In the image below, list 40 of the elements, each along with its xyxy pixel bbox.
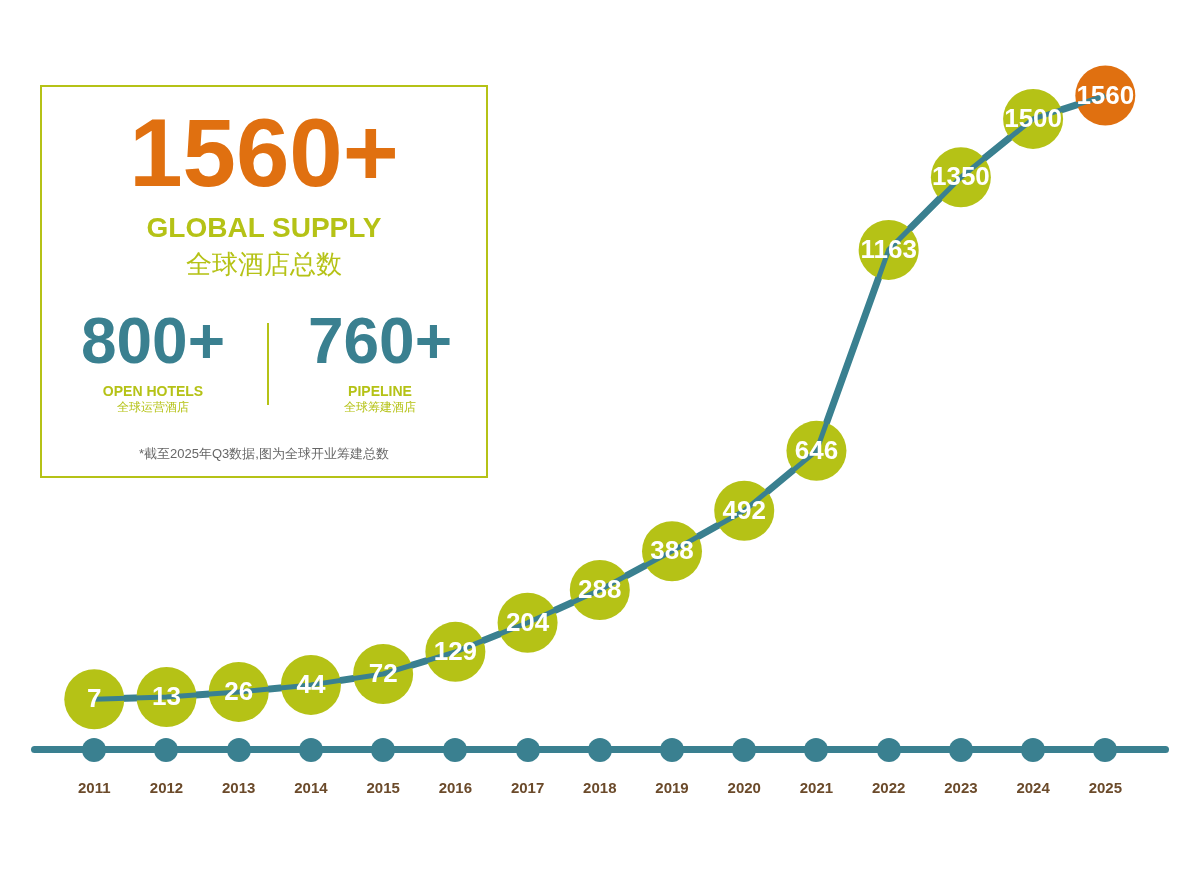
data-label: 1350 (931, 161, 990, 192)
annotation: *截至2025年Q3数据,图为全球开业筹建总数 (138, 445, 390, 463)
data-label: 129 (433, 636, 478, 667)
annotation: 800+ (79, 305, 227, 377)
x-tick-label: 2024 (1016, 779, 1051, 797)
data-label: 646 (794, 435, 839, 466)
x-tick-label: 2017 (510, 779, 545, 797)
x-tick-label: 2012 (149, 779, 184, 797)
data-label: 288 (578, 574, 622, 605)
annotation: 全球筹建酒店 (343, 399, 417, 416)
x-tick-label: 2016 (438, 779, 473, 797)
x-tick-label: 2025 (1088, 779, 1122, 797)
data-label: 1163 (860, 234, 917, 265)
annotation: 全球酒店总数 (185, 248, 343, 281)
x-tick-label: 2022 (871, 779, 906, 797)
data-label: 492 (722, 494, 766, 525)
data-label: 7 (87, 683, 102, 714)
data-label: 13 (152, 681, 181, 712)
x-tick-label: 2020 (727, 779, 761, 797)
data-label: 72 (368, 658, 398, 689)
data-label: 44 (296, 669, 326, 700)
data-label: 1500 (1004, 103, 1063, 134)
annotation: OPEN HOTELS (101, 383, 205, 399)
annotation: 760+ (306, 305, 454, 377)
annotation: 1560+ (128, 99, 400, 206)
annotation: 全球运营酒店 (116, 399, 190, 416)
data-label: 388 (650, 535, 694, 566)
data-label: 1560 (1076, 79, 1135, 110)
data-label: 26 (224, 676, 254, 707)
x-tick-label: 2011 (78, 779, 111, 797)
annotation: GLOBAL SUPPLY (145, 212, 383, 244)
x-tick-label: 2018 (583, 779, 617, 797)
x-tick-label: 2021 (799, 779, 834, 797)
data-label: 204 (505, 606, 550, 637)
annotation: PIPELINE (347, 383, 413, 399)
x-tick-label: 2013 (222, 779, 256, 797)
x-tick-label: 2015 (366, 779, 400, 797)
x-tick-label: 2019 (655, 779, 689, 797)
x-tick-label: 2023 (944, 779, 978, 797)
x-tick-label: 2014 (294, 779, 329, 797)
